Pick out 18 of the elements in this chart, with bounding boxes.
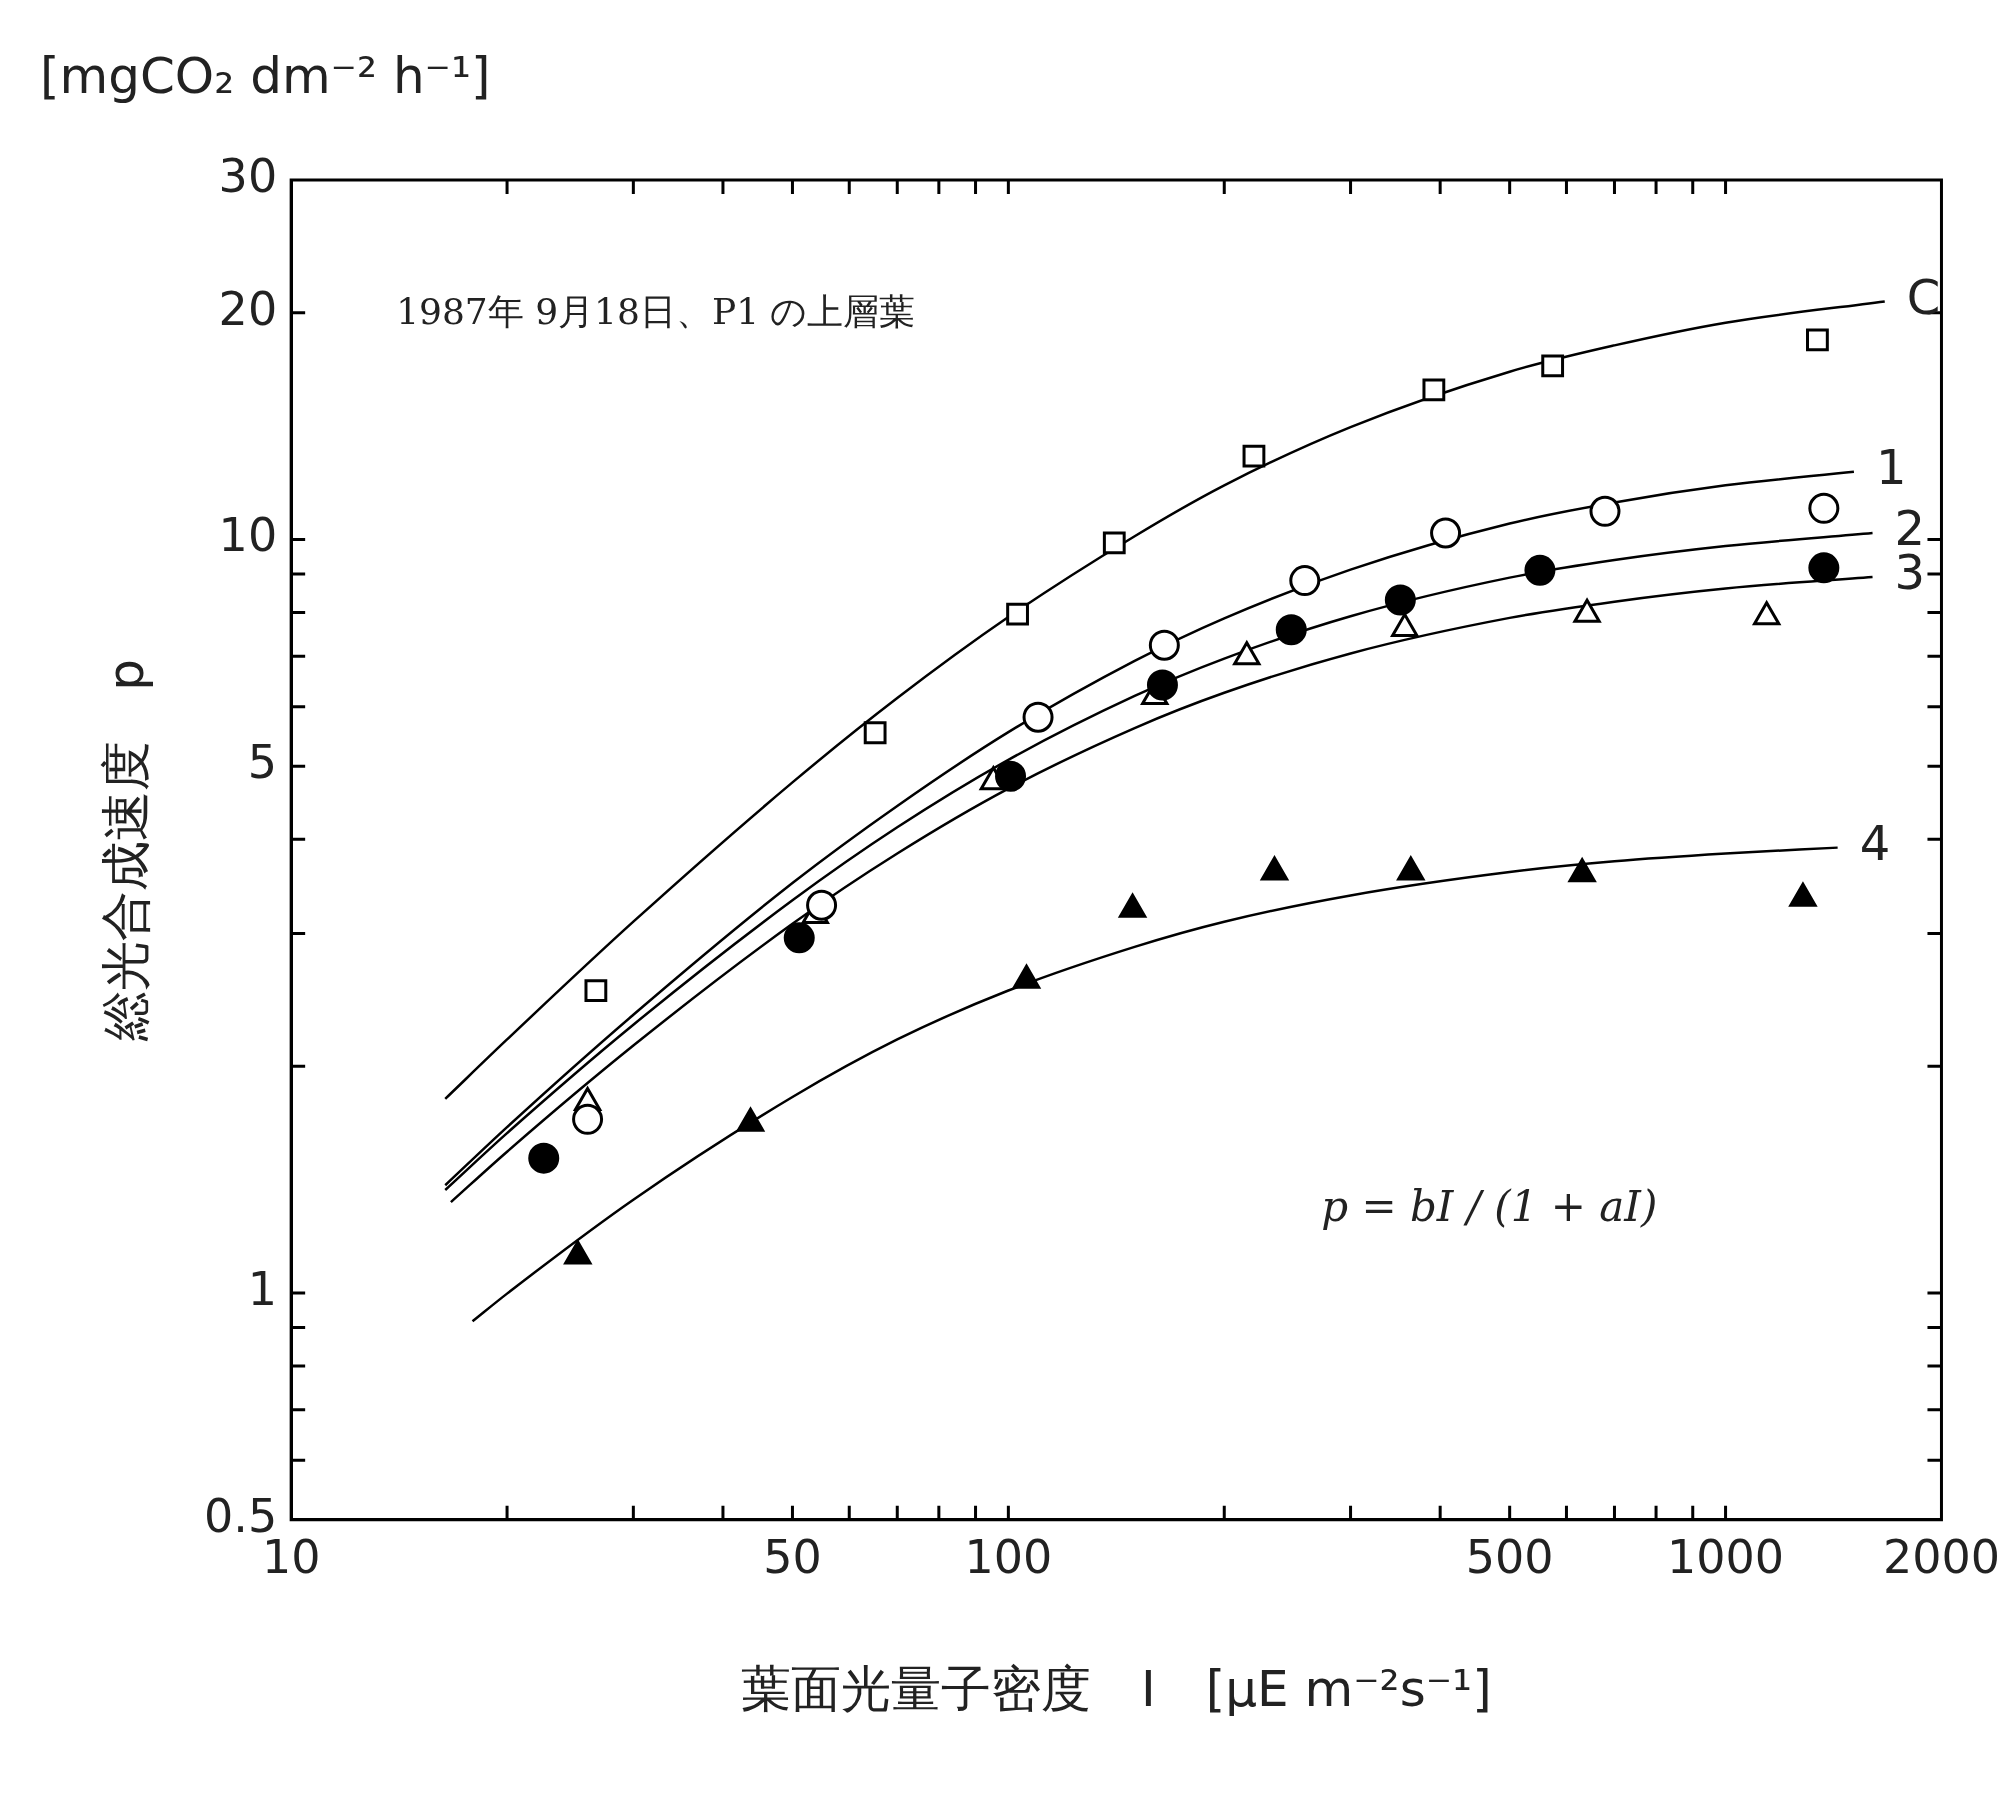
y-tick-label: 30 — [218, 148, 278, 203]
y-tick-label: 20 — [218, 281, 278, 336]
annotation: p = bI / (1 + aI) — [1321, 1181, 1658, 1231]
y-tick-label: 1 — [247, 1261, 278, 1316]
x-tick-label: 500 — [1465, 1530, 1554, 1585]
series-label: 1 — [1875, 439, 1907, 496]
x-tick-label: 2000 — [1882, 1530, 2001, 1585]
legend-label: 4 — [1859, 815, 1891, 872]
x-tick-label: 100 — [964, 1530, 1053, 1585]
x-tick-label: 50 — [763, 1530, 822, 1585]
y-tick-label: 5 — [247, 735, 278, 790]
annotation: 1987年 9月18日、P1 の上層葉 — [396, 291, 916, 333]
y-tick-label: 10 — [218, 508, 278, 563]
chart-subtitle: [mgCO₂ dm⁻² h⁻¹] — [40, 46, 491, 105]
x-tick-label: 1000 — [1667, 1530, 1785, 1585]
legend-label: C — [1906, 268, 1941, 325]
y-axis-title: 総光合成速度 p — [96, 659, 155, 1042]
x-axis-title: 葉面光量子密度 I [μE m⁻²s⁻¹] — [740, 1659, 1492, 1718]
